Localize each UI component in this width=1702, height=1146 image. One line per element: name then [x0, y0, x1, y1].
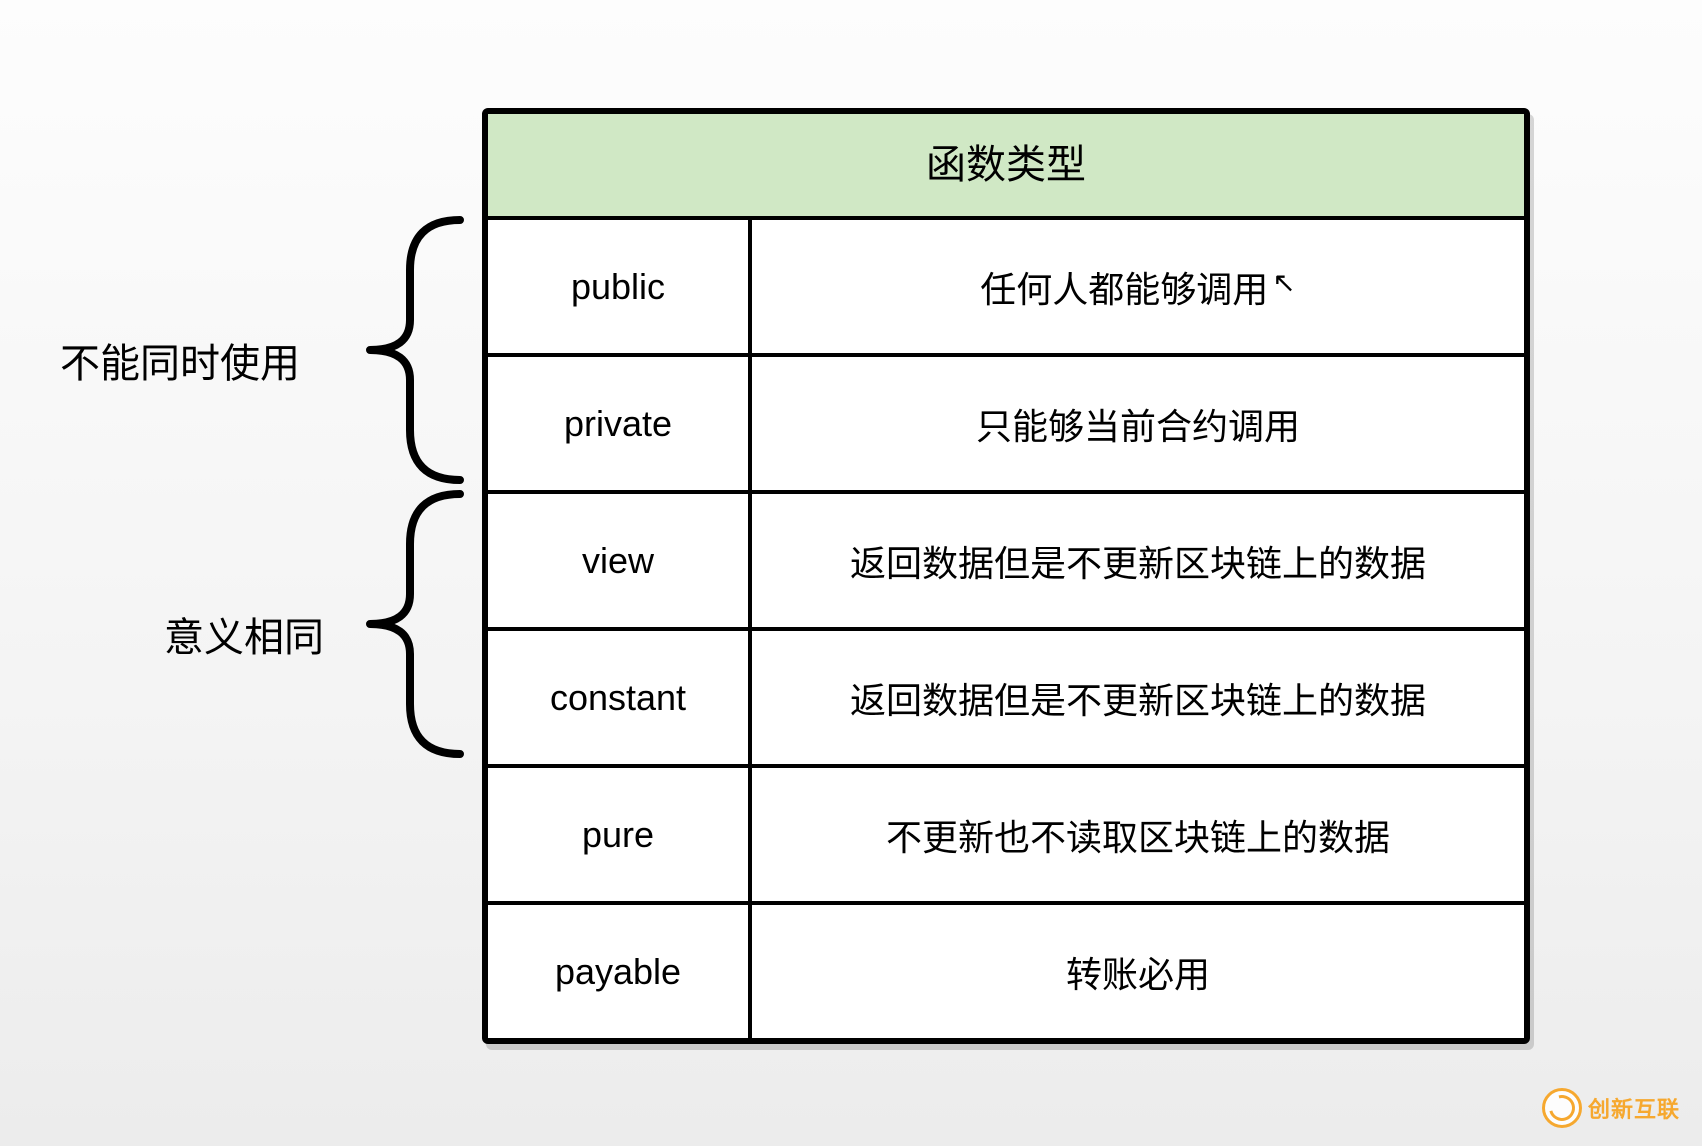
cell-keyword: constant — [488, 631, 752, 764]
cell-keyword: view — [488, 494, 752, 627]
cell-description: 只能够当前合约调用 — [752, 357, 1524, 490]
cell-keyword: pure — [488, 768, 752, 901]
cell-description: 返回数据但是不更新区块链上的数据 — [752, 494, 1524, 627]
table-row: pure 不更新也不读取区块链上的数据 — [488, 764, 1524, 901]
cell-keyword: payable — [488, 905, 752, 1038]
cell-description: 返回数据但是不更新区块链上的数据 — [752, 631, 1524, 764]
cell-keyword: public — [488, 220, 752, 353]
brace-icon-top — [350, 216, 460, 484]
table-row: payable 转账必用 — [488, 901, 1524, 1038]
table-row: view 返回数据但是不更新区块链上的数据 — [488, 490, 1524, 627]
table-row: private 只能够当前合约调用 — [488, 353, 1524, 490]
diagram-stage: 函数类型 public 任何人都能够调用 ↖ private 只能够当前合约调用… — [0, 0, 1702, 1146]
cursor-icon: ↖ — [1272, 269, 1295, 297]
cell-description: 不更新也不读取区块链上的数据 — [752, 768, 1524, 901]
function-type-table: 函数类型 public 任何人都能够调用 ↖ private 只能够当前合约调用… — [482, 108, 1530, 1044]
annotation-label-bottom: 意义相同 — [164, 605, 324, 663]
watermark: 创新互联 — [1542, 1088, 1680, 1128]
cell-description: 转账必用 — [752, 905, 1524, 1038]
table-row: public 任何人都能够调用 ↖ — [488, 220, 1524, 353]
brace-icon-bottom — [350, 490, 460, 758]
cell-description: 任何人都能够调用 ↖ — [752, 220, 1524, 353]
watermark-logo-icon — [1542, 1088, 1582, 1128]
cell-keyword: private — [488, 357, 752, 490]
annotation-label-top: 不能同时使用 — [60, 331, 300, 389]
table-row: constant 返回数据但是不更新区块链上的数据 — [488, 627, 1524, 764]
cell-description-text: 任何人都能够调用 — [980, 261, 1268, 313]
table-header: 函数类型 — [488, 114, 1524, 220]
watermark-text: 创新互联 — [1588, 1092, 1680, 1124]
